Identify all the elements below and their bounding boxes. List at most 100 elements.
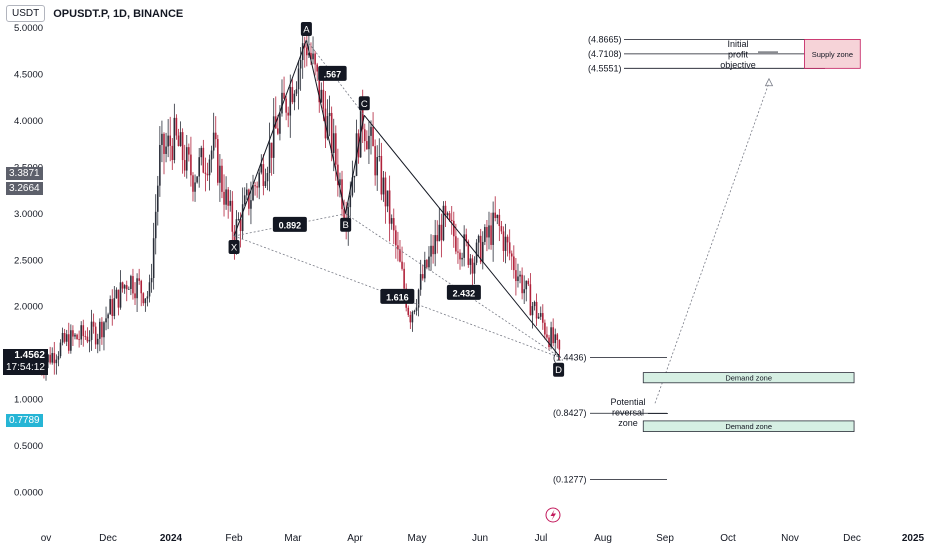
candle-body (523, 289, 525, 294)
candle-body (227, 189, 229, 206)
candle-body (492, 212, 494, 245)
x-axis-tick-label: Dec (99, 533, 117, 544)
candle-body (368, 135, 370, 150)
candle-body (419, 274, 422, 290)
candle-body (295, 89, 298, 94)
candle-body (148, 282, 151, 297)
candle-body (285, 98, 287, 113)
candle-body (150, 278, 153, 283)
candle-body (527, 280, 530, 285)
candle-body (248, 189, 250, 209)
annotation-text: reversal (612, 408, 644, 418)
candle-body (390, 218, 393, 224)
candle-body (119, 282, 122, 308)
candle-body (558, 340, 561, 350)
candle-body (229, 200, 232, 206)
candle-body (188, 147, 190, 155)
candle-body (407, 307, 410, 315)
candle-body (310, 52, 312, 60)
candle-body (542, 313, 544, 323)
candle-body (283, 92, 285, 99)
candle-body (326, 116, 329, 139)
candle-body (415, 307, 418, 311)
ratio-label: 0.892 (279, 220, 302, 230)
candle-body (111, 299, 114, 316)
pattern-point-badge (228, 240, 240, 255)
currency-button[interactable]: USDT (6, 5, 46, 22)
candle-body (384, 177, 387, 207)
candle-body (233, 231, 236, 246)
leg-ab (305, 39, 347, 214)
candle-body (142, 293, 145, 304)
candle-body (424, 259, 426, 279)
candle-body (529, 284, 532, 316)
candle-body (409, 314, 412, 323)
candle-body (432, 245, 434, 255)
candle-body (200, 147, 203, 158)
candle-body (202, 147, 205, 173)
pattern-point-badge (300, 22, 312, 37)
candle-body (450, 219, 453, 221)
candle-body (378, 156, 381, 157)
candle-body (428, 256, 430, 268)
y-axis-tick-label: 0.5000 (14, 441, 43, 452)
candle-body (502, 231, 505, 251)
candle-body (192, 175, 194, 192)
candle-body (477, 235, 480, 243)
candle-body (214, 132, 217, 140)
x-axis-tick-label: Sep (656, 533, 674, 544)
ratio-label-box (272, 216, 307, 232)
candle-body (438, 224, 441, 242)
leg-xa (233, 39, 307, 237)
candle-body (513, 256, 515, 271)
candle-body (411, 311, 414, 323)
candle-body (537, 316, 540, 319)
candle-body (169, 135, 172, 146)
candle-body (481, 241, 484, 263)
candle-body (374, 146, 376, 176)
candle-body (239, 219, 242, 232)
candle-body (297, 68, 300, 90)
projection-arrow-head (764, 77, 774, 87)
candle-body (272, 116, 275, 158)
candle-body (544, 322, 546, 335)
candle-body (395, 230, 397, 246)
x-axis-tick-label: ov (41, 533, 52, 544)
candle-body (546, 334, 548, 338)
candle-body (504, 236, 507, 251)
candle-body (167, 135, 169, 147)
candle-body (86, 336, 89, 342)
candle-body (161, 133, 163, 145)
x-axis-tick-label: Jul (535, 533, 548, 544)
candle-body (57, 356, 60, 360)
y-axis-tick-label: 1.0000 (14, 395, 43, 406)
pattern-point-label: A (303, 25, 310, 36)
level-label: (1.4436) (553, 352, 587, 362)
candle-body (403, 268, 405, 289)
candle-body (351, 177, 354, 196)
y-axis-tick-label: 3.0000 (14, 209, 43, 220)
candle-body (363, 129, 366, 142)
ratio-label-box (380, 288, 415, 304)
symbol-title[interactable]: OPUSDT.P, 1D, BINANCE (53, 7, 184, 20)
candle-body (370, 126, 372, 136)
pattern-point-label: C (361, 99, 368, 110)
candle-body (223, 191, 225, 205)
candle-body (488, 225, 490, 238)
candle-body (268, 142, 271, 173)
y-axis-tick-label: 4.0000 (14, 116, 43, 127)
candle-body (366, 141, 368, 150)
price-tag-grey-a: 3.3871 (6, 167, 43, 180)
candle-body (144, 298, 147, 304)
candle-body (72, 330, 74, 337)
candle-body (173, 117, 176, 161)
candle-body (115, 289, 118, 299)
candle-body (535, 301, 538, 319)
candle-body (55, 359, 58, 364)
current-price-tag[interactable]: 1.4562 17:54:12 (3, 349, 48, 375)
candle-body (496, 214, 499, 219)
pattern-point-label: B (342, 220, 348, 231)
candle-body (125, 285, 128, 290)
